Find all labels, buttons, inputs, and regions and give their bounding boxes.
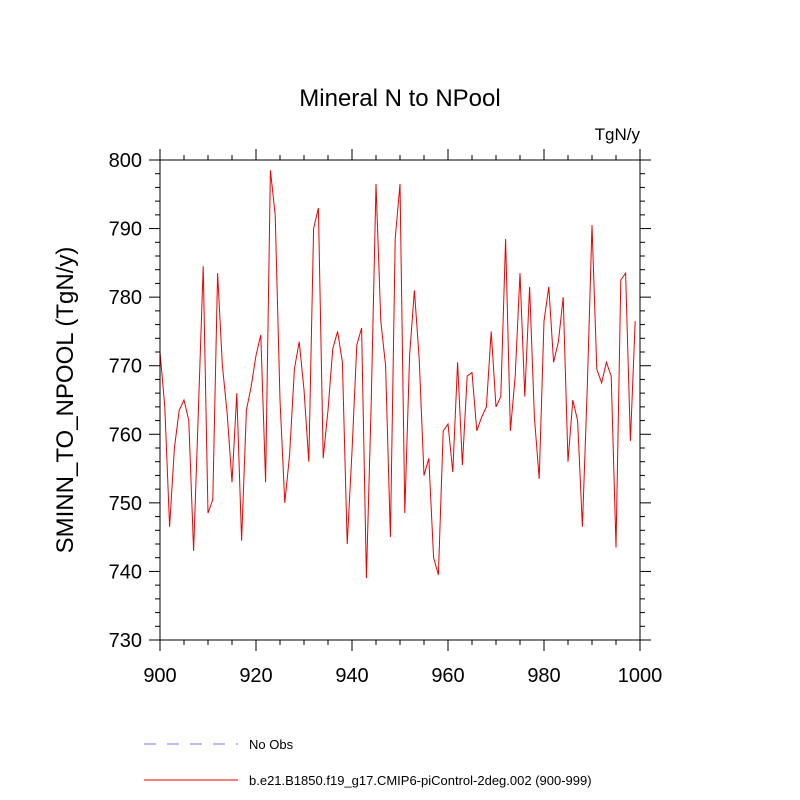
y-tick-label: 750 [109,493,142,515]
units-label: TgN/y [595,125,641,144]
x-tick-label: 940 [335,665,368,687]
series-layer [159,170,636,579]
series-line-0 [159,170,636,579]
y-axis-label: SMINN_TO_NPOOL (TgN/y) [52,247,79,554]
y-tick-label: 780 [109,287,142,309]
y-tick-label: 730 [109,630,142,652]
legend-label-0: No Obs [249,737,294,752]
y-tick-label: 760 [109,424,142,446]
x-tick-label: 900 [143,665,176,687]
y-tick-label: 790 [109,219,142,241]
x-tick-label: 920 [239,665,272,687]
y-tick-label: 770 [109,356,142,378]
x-tick-label: 1000 [618,665,663,687]
x-tick-label: 960 [431,665,464,687]
axes-layer: 900 920 940 960 980 1000 730 740 750 760 770 780 790… [109,149,663,687]
legend-label-1: b.e21.B1850.f19_g17.CMIP6-piControl-2deg… [249,773,592,788]
legend: No Obs b.e21.B1850.f19_g17.CMIP6-piContro… [144,737,592,788]
chart-title: Mineral N to NPool [299,85,500,112]
y-tick-label: 800 [109,150,142,172]
y-tick-label: 740 [109,561,142,583]
x-tick-label: 980 [527,665,560,687]
plot-frame [159,159,641,641]
